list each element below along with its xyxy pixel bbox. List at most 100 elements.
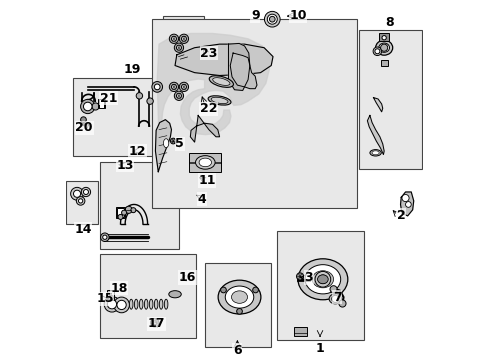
Circle shape [236,309,242,314]
Polygon shape [230,53,256,89]
Circle shape [269,16,275,22]
Text: 3: 3 [304,271,312,284]
Polygon shape [175,44,272,76]
Text: 10: 10 [288,9,306,22]
Ellipse shape [199,158,211,167]
Circle shape [169,34,178,44]
Bar [100,254,196,338]
Text: 21: 21 [100,92,117,105]
Text: 8: 8 [385,16,393,29]
Text: 15: 15 [96,292,113,305]
Text: 19: 19 [123,63,141,76]
Ellipse shape [139,299,142,309]
Ellipse shape [168,291,181,298]
Circle shape [267,14,277,24]
Ellipse shape [369,150,381,156]
Polygon shape [157,33,269,140]
Bar [116,207,125,218]
Circle shape [372,47,381,55]
Circle shape [338,300,346,307]
Circle shape [81,117,86,122]
Text: 22: 22 [200,103,217,116]
Circle shape [252,287,258,293]
Circle shape [102,235,107,239]
Ellipse shape [195,156,215,169]
Bar [358,30,421,169]
Circle shape [220,287,226,293]
Circle shape [405,202,410,207]
Ellipse shape [231,291,247,303]
Circle shape [101,233,109,242]
Circle shape [169,82,178,91]
Text: 17: 17 [147,317,165,330]
Circle shape [381,36,386,40]
Circle shape [107,300,116,309]
Circle shape [174,91,183,100]
Circle shape [104,296,120,312]
Circle shape [318,275,326,284]
Ellipse shape [212,78,229,85]
Polygon shape [228,44,249,90]
Ellipse shape [209,76,233,87]
Ellipse shape [154,299,158,309]
Polygon shape [373,98,382,112]
Circle shape [150,319,159,327]
Bar [117,208,124,217]
Polygon shape [155,120,171,172]
Circle shape [176,45,181,50]
Circle shape [314,271,330,287]
Circle shape [174,43,183,52]
Ellipse shape [134,299,138,309]
Ellipse shape [371,151,378,155]
Bar [380,60,387,66]
Ellipse shape [208,96,230,105]
Bar [162,66,203,108]
Bar [100,162,178,249]
Ellipse shape [311,271,333,288]
Circle shape [122,210,126,215]
Bar [378,33,388,41]
Circle shape [329,286,336,293]
Circle shape [76,197,85,205]
Circle shape [380,44,387,51]
Bar [294,327,306,336]
Circle shape [146,98,153,104]
Bar [66,181,98,224]
Circle shape [170,138,176,144]
Text: 4: 4 [197,193,206,206]
Circle shape [179,34,188,44]
Text: 1: 1 [315,342,324,355]
Circle shape [118,215,123,220]
Polygon shape [190,116,219,142]
Bar [107,290,114,300]
Text: 9: 9 [250,9,259,22]
Text: 13: 13 [116,159,134,172]
Bar [189,153,221,172]
Circle shape [171,36,176,41]
Ellipse shape [149,299,153,309]
Circle shape [152,82,162,92]
Circle shape [83,102,92,111]
Text: 11: 11 [198,174,215,187]
Ellipse shape [305,265,340,294]
Ellipse shape [211,97,227,104]
Ellipse shape [129,299,133,309]
Ellipse shape [297,259,347,300]
Circle shape [181,36,186,41]
Circle shape [331,295,338,302]
Circle shape [73,190,81,197]
Text: 7: 7 [332,291,341,303]
Circle shape [179,82,188,91]
Circle shape [78,199,82,203]
Circle shape [264,12,280,27]
Ellipse shape [317,275,327,284]
Bar [73,78,164,156]
Text: 23: 23 [200,46,217,59]
Polygon shape [366,116,384,154]
Text: 2: 2 [396,209,405,222]
Circle shape [296,273,303,280]
Ellipse shape [328,294,341,304]
Ellipse shape [375,40,392,55]
Ellipse shape [225,286,253,308]
Circle shape [81,187,90,197]
